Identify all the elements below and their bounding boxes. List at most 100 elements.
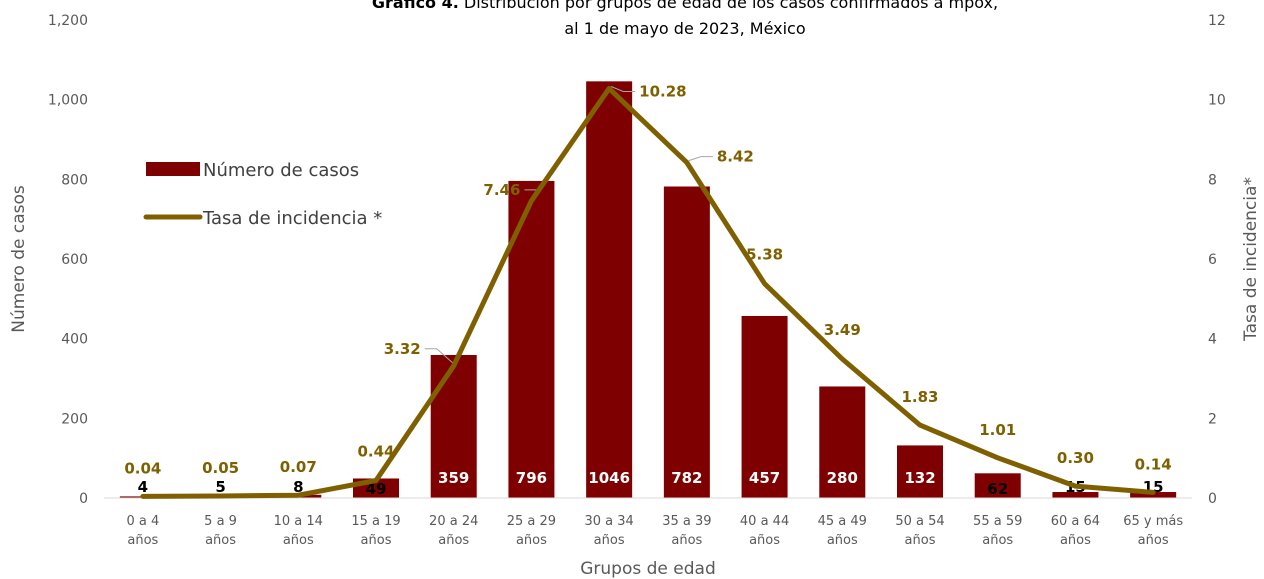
legend-bar-swatch [146,162,200,176]
category-label: 10 a 14 [274,514,323,529]
rate-value-label: 0.30 [1057,449,1094,467]
bar-value-label: 1046 [588,469,630,487]
category-label-line2: años [749,533,780,548]
x-axis-categories: 0 a 4 años 5 a 9 años 10 a 14 años 15 a 19 años… [126,514,1183,548]
chart-title: Gráfico 4. Distribución por grupos de ed… [372,0,998,12]
y-left-tick-label: 0 [79,491,88,507]
rate-value-label: 0.14 [1135,455,1172,473]
incidence-line [140,86,1156,499]
rate-value-label: 0.05 [202,459,239,477]
bar-value-label: 62 [987,480,1008,498]
rate-value-label: 10.28 [639,83,686,101]
category-label-line2: años [205,533,236,548]
y-left-tick-label: 200 [61,411,88,427]
category-label: 50 a 54 [895,514,944,529]
bar-value-label: 49 [366,480,387,498]
bar-value-label: 796 [516,469,547,487]
y-right-tick-label: 0 [1208,491,1217,507]
category-label: 30 a 34 [584,514,633,529]
bar [741,315,788,498]
y-left-tick-label: 1,000 [48,93,88,109]
category-label: 40 a 44 [740,514,789,529]
rate-value-label: 5.38 [746,246,783,264]
category-label-line2: años [283,533,314,548]
chart-title-bold: Gráfico 4. [372,0,459,12]
y-left-tick-label: 800 [61,172,88,188]
bar [663,186,710,498]
rate-value-label: 0.44 [357,442,394,460]
bar-value-label: 5 [215,478,225,496]
rate-labels: 0.04 0.05 0.07 0.44 3.32 7.46 10.28 8.42 5.38 3.4… [124,83,1171,478]
bar-value-label: 132 [904,469,935,487]
bar-series [119,81,1177,499]
rate-value-label: 8.42 [717,148,754,166]
category-label: 45 a 49 [818,514,867,529]
rate-value-label: 7.46 [483,181,520,199]
rate-value-label: 3.49 [824,321,861,339]
category-label: 15 a 19 [351,514,400,529]
leader-line [424,348,455,365]
bar [897,445,943,498]
bar-value-label: 8 [293,478,303,496]
y-axis-left: 0 200 400 600 800 1,000 1,200 [48,13,88,507]
bar [508,180,555,498]
chart-title-line2: al 1 de mayo de 2023, México [564,19,805,38]
category-label: 35 a 39 [662,514,711,529]
category-label-line2: años [982,533,1013,548]
rate-value-label: 1.01 [979,421,1016,439]
category-label: 65 y más [1123,514,1183,529]
y-left-tick-label: 600 [61,252,88,268]
y-left-tick-label: 400 [61,332,88,348]
category-label: 0 a 4 [126,514,159,529]
leader-line [688,156,713,162]
bar-value-label: 782 [671,469,702,487]
category-label-line2: años [1060,533,1091,548]
y-axis-right: 0 2 4 6 8 10 12 [1208,13,1226,507]
rate-value-label: 3.32 [384,340,421,358]
legend: Número de casos Tasa de incidencia * [143,160,382,229]
rate-value-label: 1.83 [901,388,938,406]
category-label-line2: años [827,533,858,548]
category-label: 5 a 9 [204,514,237,529]
bar [974,473,1021,498]
y-right-tick-label: 2 [1208,411,1217,427]
category-label-line2: años [361,533,392,548]
bar-value-label: 4 [138,478,148,496]
bar-value-label: 457 [749,469,780,487]
category-label: 60 a 64 [1051,514,1100,529]
category-label: 55 a 59 [973,514,1022,529]
rate-value-label: 0.07 [280,458,317,476]
rate-value-label: 0.04 [124,459,161,477]
category-label-line2: años [594,533,625,548]
y-axis-right-title: Tasa de incidencia* [1241,177,1261,342]
leader-line [610,86,636,93]
bar [586,81,633,499]
y-right-tick-label: 4 [1208,332,1217,348]
category-label-line2: años [516,533,547,548]
y-axis-left-title: Número de casos [9,185,29,333]
x-axis-title: Grupos de edad [580,559,716,579]
category-label: 25 a 29 [507,514,556,529]
bar [1052,492,1099,498]
chart-title-rest: Distribución por grupos de edad de los c… [459,0,998,12]
category-label-line2: años [438,533,469,548]
y-right-tick-label: 6 [1208,252,1217,268]
bar [430,354,477,498]
bar [1130,492,1177,498]
category-label: 20 a 24 [429,514,478,529]
y-right-tick-label: 12 [1208,13,1226,29]
category-label-line2: años [671,533,702,548]
legend-bar-label: Número de casos [203,160,359,181]
legend-line-label: Tasa de incidencia * [202,208,382,229]
category-label-line2: años [1138,533,1169,548]
category-label-line2: años [905,533,936,548]
bar [819,386,866,498]
bar-value-label: 359 [438,469,469,487]
y-left-tick-label: 1,200 [48,13,88,29]
y-right-tick-label: 8 [1208,172,1217,188]
y-right-tick-label: 10 [1208,93,1226,109]
line-series [140,86,1156,499]
category-label-line2: años [127,533,158,548]
